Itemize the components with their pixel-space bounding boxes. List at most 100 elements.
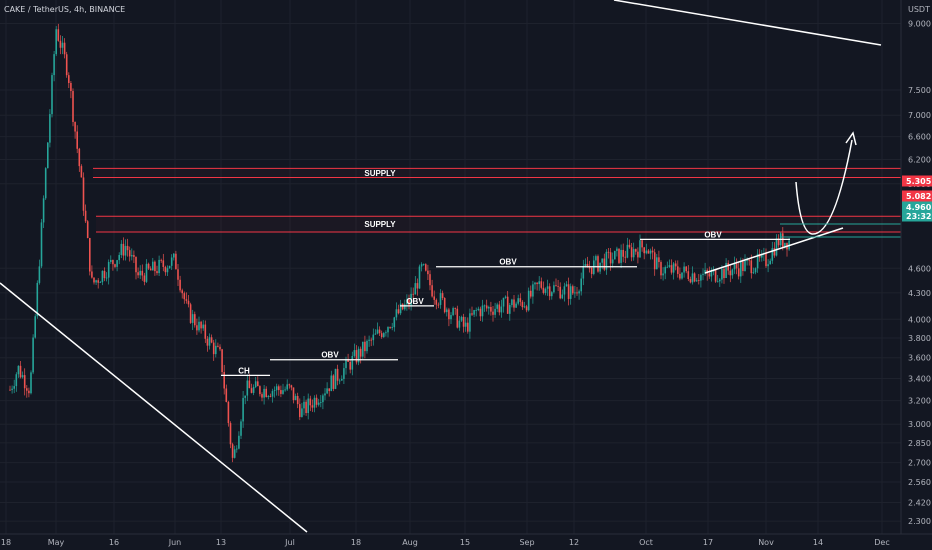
- candle-body: [670, 265, 673, 273]
- candle-body: [59, 40, 62, 48]
- candle-body: [103, 270, 106, 279]
- candle-body: [76, 131, 78, 149]
- candle-body: [769, 260, 771, 265]
- candle-body: [309, 398, 312, 406]
- candle-body: [118, 254, 120, 261]
- y-tick-label: 6.600: [908, 133, 931, 142]
- trend-drawings: [0, 0, 901, 533]
- candle-body: [250, 388, 253, 393]
- y-tick-label: 7.000: [908, 111, 931, 120]
- candle-body: [658, 257, 660, 263]
- candle-body: [374, 333, 377, 335]
- candle-body: [238, 435, 240, 449]
- candle-body: [65, 54, 68, 76]
- x-tick-label: 18: [351, 538, 361, 547]
- candle-body: [135, 256, 137, 273]
- candle-body: [296, 395, 299, 405]
- candle-body: [206, 338, 209, 346]
- candle-body: [282, 390, 284, 394]
- candle-body: [265, 388, 267, 397]
- candle-body: [645, 250, 648, 254]
- candle-body: [221, 349, 223, 373]
- candle-body: [347, 359, 349, 362]
- candle-body: [433, 296, 435, 300]
- candle-body: [464, 322, 467, 327]
- candle-body: [164, 266, 167, 273]
- candle-body: [641, 240, 643, 248]
- x-tick-label: Sep: [519, 538, 534, 547]
- candle-body: [343, 368, 345, 379]
- candle-body: [149, 268, 152, 271]
- candle-body: [227, 401, 230, 424]
- candle-body: [443, 298, 446, 313]
- candle-body: [740, 261, 742, 277]
- candle-body: [687, 271, 690, 280]
- candle-body: [179, 279, 181, 291]
- candle-body: [391, 327, 393, 329]
- candle-body: [418, 266, 421, 289]
- candle-body: [435, 299, 438, 305]
- candle-body: [173, 253, 175, 258]
- candle-body: [521, 301, 524, 308]
- candle-body: [40, 222, 43, 267]
- candle-body: [257, 381, 259, 387]
- candle-body: [729, 270, 732, 276]
- candle-body: [439, 293, 442, 305]
- candle-body: [735, 263, 738, 269]
- candle-body: [97, 280, 99, 283]
- annotation-label: OBV: [321, 351, 339, 360]
- candle-body: [595, 256, 597, 261]
- candle-body: [154, 261, 156, 272]
- candle-body: [366, 340, 368, 352]
- candle-body: [338, 380, 341, 382]
- candle-body: [580, 278, 582, 292]
- candle-body: [267, 395, 270, 397]
- y-tick-label: 3.400: [908, 375, 931, 384]
- candle-body: [677, 266, 679, 274]
- candle-body: [475, 310, 477, 311]
- candle-body: [771, 248, 774, 261]
- candle-body: [576, 292, 578, 294]
- candle-body: [271, 391, 274, 397]
- candle-body: [292, 387, 295, 401]
- candle-body: [530, 290, 532, 297]
- candle-body: [515, 303, 517, 308]
- candle-body: [611, 259, 614, 264]
- price-axis[interactable]: 9.0007.5007.0006.6006.2005.8004.6004.300…: [908, 20, 931, 527]
- candle-body: [89, 238, 91, 272]
- candle-body: [733, 263, 736, 270]
- candle-body: [86, 221, 89, 239]
- candle-body: [653, 252, 656, 270]
- candle-body: [664, 267, 666, 274]
- candle-body: [301, 408, 303, 417]
- candle-body: [36, 282, 39, 317]
- y-tick-label: 3.600: [908, 354, 931, 363]
- candle-body: [139, 270, 141, 276]
- candle-body: [553, 285, 555, 293]
- candle-body: [532, 284, 534, 297]
- candle-body: [672, 263, 675, 273]
- candle-body: [32, 337, 34, 373]
- candle-body: [425, 264, 427, 271]
- time-axis[interactable]: 18 May 16 Jun 13 Jul 18 Aug 15 Sep 12 Oct 17 Nov 14 Dec: [1, 538, 890, 547]
- candle-body: [397, 309, 400, 314]
- candle-body: [353, 350, 356, 356]
- candle-body: [68, 75, 70, 83]
- candle-body: [689, 279, 692, 283]
- candle-body: [605, 251, 608, 270]
- candle-body: [78, 148, 81, 167]
- candle-body: [452, 308, 454, 316]
- candle-body: [269, 395, 272, 397]
- candle-body: [275, 386, 278, 391]
- candle-body: [494, 308, 496, 315]
- candle-body: [752, 272, 755, 274]
- candle-body: [700, 274, 702, 281]
- candle-body: [784, 242, 786, 248]
- candle-body: [704, 269, 706, 274]
- supply-zones: SUPPLY SUPPLY: [93, 167, 901, 233]
- candle-body: [345, 359, 347, 369]
- candle-body: [458, 320, 461, 328]
- candle-body: [170, 257, 173, 266]
- candle-body: [137, 272, 139, 276]
